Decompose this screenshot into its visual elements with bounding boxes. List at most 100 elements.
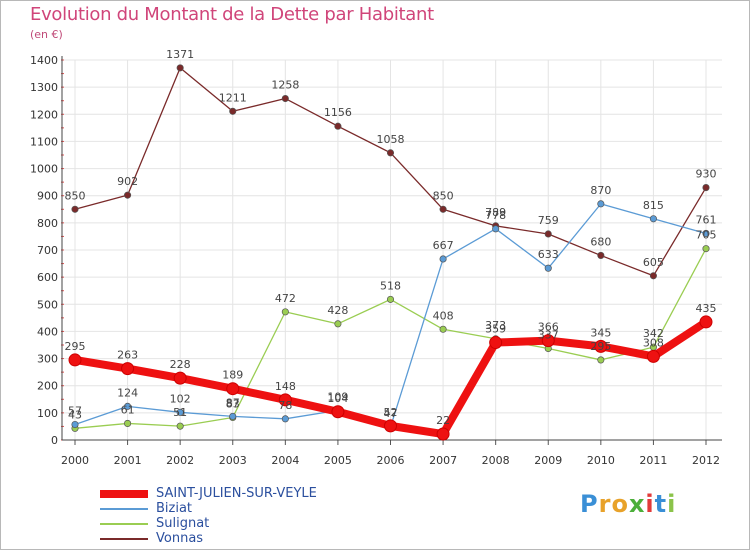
data-label: 605 xyxy=(643,256,664,269)
legend-item: Sulignat xyxy=(100,516,317,531)
data-point xyxy=(439,325,447,333)
data-point xyxy=(544,264,552,272)
x-tick-label: 2011 xyxy=(639,454,667,467)
data-label: 1371 xyxy=(166,48,194,61)
series-group xyxy=(68,64,713,441)
data-point xyxy=(439,205,447,213)
legend-item: SAINT-JULIEN-SUR-VEYLE xyxy=(100,486,317,501)
x-tick-label: 2000 xyxy=(61,454,89,467)
x-tick-label: 2002 xyxy=(166,454,194,467)
data-point xyxy=(541,334,555,348)
y-tick-label: 1000 xyxy=(30,163,58,176)
y-tick-label: 1100 xyxy=(30,135,58,148)
data-label: 109 xyxy=(327,390,348,403)
y-tick-label: 500 xyxy=(37,298,58,311)
data-label: 22 xyxy=(436,414,450,427)
legend-item: Biziat xyxy=(100,501,317,516)
data-point xyxy=(173,371,187,385)
data-point xyxy=(229,412,237,420)
data-point xyxy=(386,149,395,157)
data-label: 345 xyxy=(590,326,611,339)
data-label: 408 xyxy=(433,309,454,322)
data-point xyxy=(121,362,135,376)
y-tick-label: 700 xyxy=(37,244,58,257)
data-label: 902 xyxy=(117,175,138,188)
data-point xyxy=(124,402,132,410)
logo-letter: P xyxy=(580,490,599,518)
data-point xyxy=(176,408,184,416)
y-tick-label: 800 xyxy=(37,217,58,230)
data-point xyxy=(334,122,342,130)
data-label: 1156 xyxy=(324,106,352,119)
data-label: 104 xyxy=(327,392,348,405)
data-label: 148 xyxy=(275,380,296,393)
data-label: 1211 xyxy=(219,91,247,104)
data-point xyxy=(278,393,292,407)
data-label: 295 xyxy=(65,340,86,353)
legend-swatch xyxy=(100,507,148,510)
grid xyxy=(62,59,722,441)
data-label: 778 xyxy=(485,209,506,222)
data-label: 1258 xyxy=(271,79,299,92)
logo-letter: i xyxy=(667,490,677,518)
x-tick-label: 2009 xyxy=(534,454,562,467)
legend: SAINT-JULIEN-SUR-VEYLE Biziat Sulignat Vonn… xyxy=(100,486,317,546)
y-tick-label: 300 xyxy=(37,353,58,366)
data-label: 850 xyxy=(433,189,454,202)
x-tick-label: 2010 xyxy=(587,454,615,467)
proxiti-logo: Proxiti xyxy=(580,490,676,518)
data-label: 680 xyxy=(590,235,611,248)
data-point xyxy=(702,229,710,237)
axes: 0 100 200 300 400 500 600 700 800 900 1000 1100 1200… xyxy=(30,54,722,467)
data-label: 518 xyxy=(380,279,401,292)
data-point xyxy=(281,308,289,316)
logo-letter: x xyxy=(628,490,646,518)
data-point xyxy=(124,419,132,427)
data-label: 78 xyxy=(278,399,292,412)
data-label: 61 xyxy=(121,403,135,416)
data-point xyxy=(544,230,552,238)
data-point xyxy=(702,245,710,253)
data-label: 189 xyxy=(222,369,243,382)
data-point xyxy=(384,419,397,433)
data-label: 373 xyxy=(485,319,506,332)
data-label: 295 xyxy=(590,340,611,353)
x-tick-label: 2001 xyxy=(114,454,142,467)
y-tick-label: 400 xyxy=(37,325,58,338)
x-tick-label: 2004 xyxy=(271,454,299,467)
data-label: 228 xyxy=(170,358,191,371)
data-point xyxy=(71,420,79,429)
chart-title: Evolution du Montant de la Dette par Hab… xyxy=(30,4,434,25)
data-label: 472 xyxy=(275,292,296,305)
data-point xyxy=(439,255,447,263)
legend-label: Biziat xyxy=(156,500,193,516)
data-point xyxy=(124,191,132,199)
legend-label: SAINT-JULIEN-SUR-VEYLE xyxy=(156,485,317,501)
data-point xyxy=(281,94,289,103)
data-label: 263 xyxy=(117,349,138,362)
y-tick-label: 600 xyxy=(37,271,58,284)
data-point xyxy=(646,349,660,363)
data-label: 83 xyxy=(226,397,240,410)
data-label: 308 xyxy=(643,336,664,349)
data-label: 359 xyxy=(485,323,506,336)
data-point xyxy=(281,415,289,423)
data-label: 761 xyxy=(696,213,717,226)
data-point xyxy=(594,339,608,353)
y-tick-label: 1400 xyxy=(30,54,58,67)
data-point xyxy=(68,353,82,367)
x-tick-label: 2007 xyxy=(429,454,457,467)
data-label: 705 xyxy=(696,229,717,242)
data-label: 435 xyxy=(696,302,717,315)
y-tick-label: 200 xyxy=(37,380,58,393)
logo-letter: i xyxy=(645,490,655,518)
data-label: 43 xyxy=(68,408,82,421)
data-point xyxy=(176,422,184,430)
data-label: 759 xyxy=(538,214,559,227)
data-label: 667 xyxy=(433,239,454,252)
data-label: 57 xyxy=(68,405,82,418)
legend-label: Vonnas xyxy=(156,530,204,546)
data-label: 52 xyxy=(384,406,398,419)
data-label: 87 xyxy=(226,396,240,409)
